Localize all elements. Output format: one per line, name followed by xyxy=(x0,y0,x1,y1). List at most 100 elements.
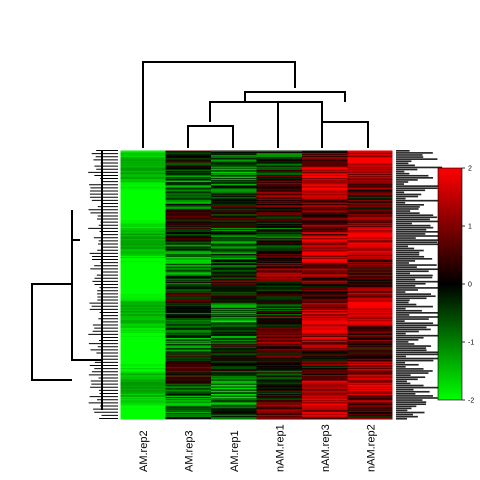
heatmap-cell xyxy=(256,358,303,361)
heatmap-cell xyxy=(211,237,257,239)
heatmap-cell xyxy=(302,232,348,234)
row-label-mark xyxy=(396,376,426,379)
heatmap-cell xyxy=(211,292,257,294)
heatmap-cell xyxy=(120,401,166,403)
heatmap-cell xyxy=(302,200,348,203)
heatmap-cell xyxy=(211,186,257,188)
heatmap-cell xyxy=(211,162,257,164)
heatmap-cell xyxy=(302,242,348,244)
heatmap-cell xyxy=(120,275,166,278)
heatmap-cell xyxy=(165,271,212,273)
heatmap-cell xyxy=(347,188,394,190)
heatmap-cell xyxy=(165,324,212,326)
heatmap-cell xyxy=(211,213,257,215)
heatmap-cell xyxy=(165,347,212,349)
heatmap-cell xyxy=(211,326,257,328)
row-label-mark xyxy=(396,407,412,410)
heatmap-cell xyxy=(120,341,166,343)
heatmap-cell xyxy=(256,293,303,295)
heatmap-cell xyxy=(302,412,348,415)
heatmap-cell xyxy=(165,158,212,160)
heatmap-cell xyxy=(165,307,212,310)
heatmap-cell xyxy=(256,174,303,177)
heatmap-cell xyxy=(256,273,303,276)
heatmap-cell xyxy=(347,234,394,236)
heatmap-cell xyxy=(120,337,166,340)
heatmap-cell xyxy=(347,413,394,416)
heatmap-cell xyxy=(165,226,212,229)
heatmap-cell xyxy=(347,213,394,215)
heatmap-cell xyxy=(211,334,257,337)
heatmap-cell xyxy=(256,161,303,163)
color-key-tick-label: 1 xyxy=(468,224,472,231)
heatmap-cell xyxy=(120,393,166,395)
heatmap-cell xyxy=(211,253,257,256)
heatmap-cell xyxy=(165,211,212,213)
heatmap-cell xyxy=(347,231,394,233)
heatmap-cell xyxy=(256,360,303,363)
heatmap-cell xyxy=(120,321,166,323)
heatmap-cell xyxy=(302,366,348,368)
heatmap-cell xyxy=(347,181,394,183)
heatmap-cell xyxy=(302,161,348,163)
heatmap-cell xyxy=(165,197,212,200)
heatmap-cell xyxy=(347,359,394,362)
heatmap-cell xyxy=(256,232,303,234)
row-label-mark xyxy=(396,353,439,356)
heatmap-cell xyxy=(165,395,212,397)
heatmap-cell xyxy=(302,241,348,243)
heatmap-cell xyxy=(120,237,166,239)
heatmap-cell xyxy=(256,246,303,249)
heatmap-cell xyxy=(347,282,394,285)
heatmap-cell xyxy=(211,275,257,278)
heatmap-cell xyxy=(165,265,212,267)
row-label-mark xyxy=(396,154,423,156)
heatmap-cell xyxy=(347,239,394,241)
heatmap-cell xyxy=(347,405,394,407)
heatmap-cell xyxy=(302,258,348,260)
heatmap-cell xyxy=(165,290,212,292)
heatmap-cell xyxy=(347,400,394,402)
heatmap-cell xyxy=(256,346,303,348)
heatmap-cell xyxy=(120,199,166,202)
heatmap-cell xyxy=(302,307,348,310)
heatmap-cell xyxy=(211,369,257,371)
heatmap-cell xyxy=(347,354,394,357)
heatmap-cell xyxy=(256,269,303,271)
heatmap-cell xyxy=(347,172,394,175)
heatmap-cell xyxy=(256,182,303,184)
heatmap-cell xyxy=(256,316,303,318)
heatmap-cell xyxy=(302,398,348,400)
heatmap-cell xyxy=(347,189,394,191)
heatmap-cell xyxy=(211,265,257,267)
heatmap-cell xyxy=(256,411,303,414)
heatmap-cell xyxy=(165,336,212,339)
heatmap-cell xyxy=(120,247,166,250)
heatmap-cell xyxy=(165,276,212,279)
heatmap-cell xyxy=(347,344,394,346)
row-label-mark xyxy=(396,162,409,165)
heatmap-cell xyxy=(120,287,166,289)
heatmap-cell xyxy=(165,309,212,312)
heatmap-cell xyxy=(120,188,166,190)
heatmap-cell xyxy=(347,314,394,316)
heatmap-cell xyxy=(347,398,394,400)
heatmap-cell xyxy=(165,294,212,296)
heatmap-cell xyxy=(302,231,348,233)
heatmap-cell xyxy=(165,373,212,375)
heatmap-cell xyxy=(165,291,212,293)
heatmap-cell xyxy=(211,165,257,168)
heatmap-cell xyxy=(347,155,394,157)
heatmap-cell xyxy=(165,159,212,161)
heatmap-cell xyxy=(256,267,303,269)
heatmap-cell xyxy=(211,283,257,286)
heatmap-cell xyxy=(165,168,212,171)
heatmap-cell xyxy=(165,261,212,263)
heatmap-cell xyxy=(347,369,394,371)
heatmap-cell xyxy=(120,339,166,341)
heatmap-cell xyxy=(302,301,348,304)
heatmap-cell xyxy=(347,366,394,368)
heatmap-cell xyxy=(165,153,212,155)
heatmap-cell xyxy=(211,161,257,163)
heatmap-cell xyxy=(256,294,303,296)
